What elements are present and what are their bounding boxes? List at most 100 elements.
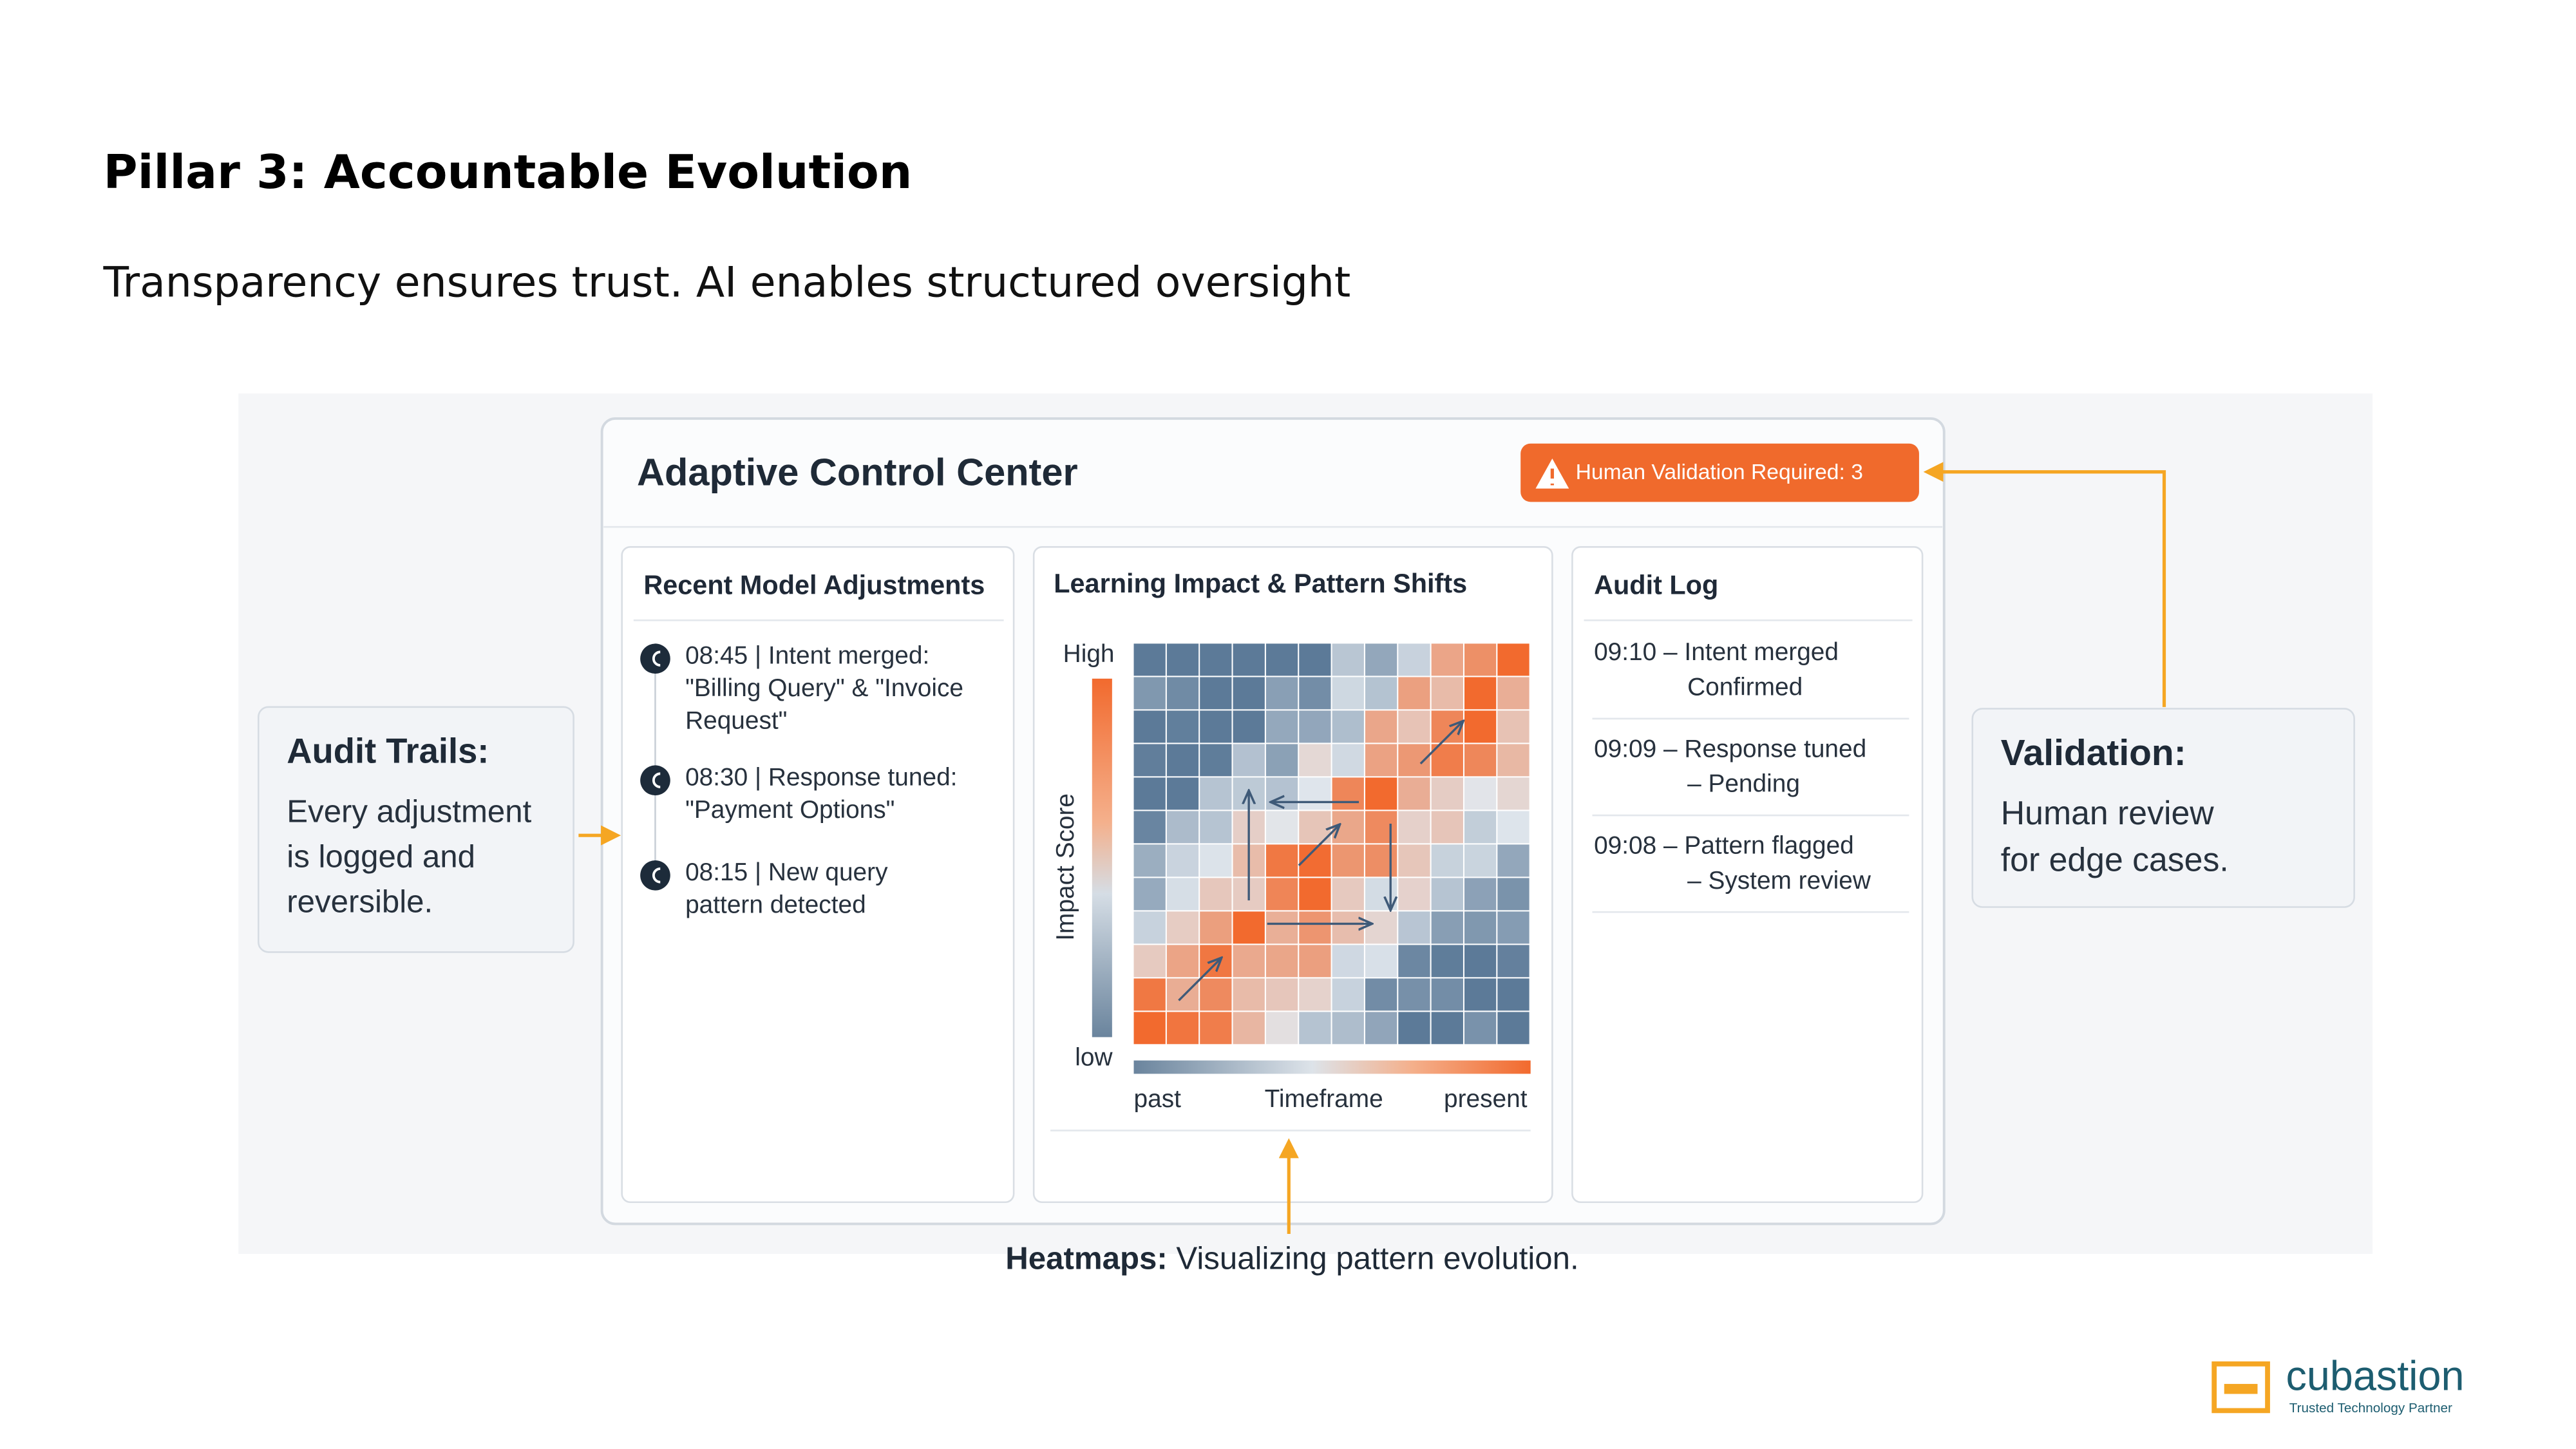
- heat-cell: [1265, 978, 1298, 1011]
- heat-cell: [1200, 978, 1232, 1011]
- heat-cell: [1166, 945, 1199, 978]
- heat-cell: [1299, 643, 1331, 676]
- audit-text: – Pending: [1687, 770, 1800, 798]
- heat-cell: [1166, 878, 1199, 911]
- heat-cell: [1365, 811, 1397, 844]
- heat-cell: [1332, 945, 1364, 978]
- validation-badge[interactable]: [1520, 443, 1919, 502]
- heat-cell: [1332, 978, 1364, 1011]
- heat-cell: [1431, 945, 1463, 978]
- heat-cell: [1464, 911, 1497, 944]
- heat-cell: [1365, 1012, 1397, 1045]
- heat-cell: [1265, 911, 1298, 944]
- slide-title: Pillar 3: Accountable Evolution: [104, 146, 913, 200]
- heat-cell: [1133, 643, 1166, 676]
- caption-text: Visualizing pattern evolution.: [1176, 1240, 1578, 1276]
- entry-text: 08:45 | Intent merged:: [685, 641, 929, 669]
- heat-cell: [1299, 710, 1331, 743]
- heat-cell: [1265, 677, 1298, 710]
- heat-cell: [1398, 978, 1430, 1011]
- heat-cell: [1233, 978, 1265, 1011]
- audit-text: 09:10 – Intent merged: [1594, 638, 1839, 666]
- heat-cell: [1200, 844, 1232, 877]
- heat-cell: [1398, 811, 1430, 844]
- heat-cell: [1431, 1012, 1463, 1045]
- arrow: [1419, 722, 1463, 765]
- heat-cell: [1365, 844, 1397, 877]
- callout-line: reversible.: [287, 884, 433, 919]
- heat-cell: [1332, 710, 1364, 743]
- y-low: low: [1075, 1043, 1113, 1071]
- flow-arrows: [1178, 722, 1463, 1001]
- heat-cell: [1200, 878, 1232, 911]
- heat-cell: [1299, 777, 1331, 810]
- y-high: High: [1063, 640, 1115, 668]
- audit-text: – System review: [1687, 867, 1871, 895]
- entry-icon: [640, 643, 670, 674]
- heat-cell: [1497, 744, 1530, 777]
- heat-cell: [1332, 744, 1364, 777]
- heat-cell: [1464, 677, 1497, 710]
- entry-icon: [640, 765, 670, 796]
- heat-cell: [1233, 710, 1265, 743]
- heat-cell: [1365, 777, 1397, 810]
- heat-cell: [1133, 945, 1166, 978]
- validation-callout: [1971, 708, 2355, 908]
- heat-cell: [1133, 878, 1166, 911]
- heat-cell: [1398, 878, 1430, 911]
- heat-cell: [1497, 878, 1530, 911]
- callout-connector: [1923, 462, 2166, 707]
- entry-text: pattern detected: [685, 891, 866, 918]
- heat-cell: [1265, 844, 1298, 877]
- heat-cell: [1166, 777, 1199, 810]
- heat-cell: [1464, 811, 1497, 844]
- entry-text: "Payment Options": [685, 796, 895, 824]
- heat-cell: [1133, 710, 1166, 743]
- heat-cell: [1133, 777, 1166, 810]
- heat-cell: [1497, 777, 1530, 810]
- callout-line: for edge cases.: [2001, 840, 2229, 878]
- heatmaps-caption: Heatmaps: Visualizing pattern evolution.: [1005, 1240, 1578, 1276]
- heat-cell: [1464, 878, 1497, 911]
- heat-cell: [1166, 710, 1199, 743]
- heat-cell: [1166, 911, 1199, 944]
- heat-cell: [1166, 744, 1199, 777]
- heat-cell: [1166, 677, 1199, 710]
- callout-line: Every adjustment: [287, 794, 531, 829]
- heat-cell: [1133, 677, 1166, 710]
- heat-cell: [1497, 710, 1530, 743]
- x-start: past: [1134, 1085, 1182, 1113]
- heat-cell: [1200, 1012, 1232, 1045]
- heat-cell: [1365, 911, 1397, 944]
- heat-cell: [1299, 878, 1331, 911]
- heat-cell: [1233, 1012, 1265, 1045]
- callout-title: Audit Trails:: [287, 732, 489, 771]
- heat-cell: [1398, 844, 1430, 877]
- heat-cell: [1166, 643, 1199, 676]
- callout-line: Human review: [2001, 794, 2214, 831]
- heat-cell: [1398, 777, 1430, 810]
- heat-cell: [1431, 844, 1463, 877]
- arrow: [1298, 826, 1339, 866]
- heat-cell: [1200, 744, 1232, 777]
- heat-cell: [1398, 945, 1430, 978]
- heat-cell: [1332, 1012, 1364, 1045]
- heat-cell: [1365, 878, 1397, 911]
- heat-cell: [1431, 811, 1463, 844]
- entry-text: Request": [685, 706, 787, 734]
- heat-cell: [1431, 878, 1463, 911]
- logo-icon: [2224, 1383, 2258, 1394]
- heat-cell: [1398, 677, 1430, 710]
- heat-cell: [1431, 777, 1463, 810]
- heat-cell: [1398, 911, 1430, 944]
- heat-cell: [1497, 945, 1530, 978]
- heat-cell: [1265, 878, 1298, 911]
- heat-cell: [1265, 710, 1298, 743]
- heat-cell: [1464, 777, 1497, 810]
- heat-cell: [1365, 643, 1397, 676]
- slide-subtitle: Transparency ensures trust. AI enables s…: [103, 258, 1351, 307]
- badge-text: Human Validation Required: 3: [1576, 460, 1863, 484]
- adjustments-list: 08:45 | Intent merged: "Billing Query" & …: [640, 641, 963, 918]
